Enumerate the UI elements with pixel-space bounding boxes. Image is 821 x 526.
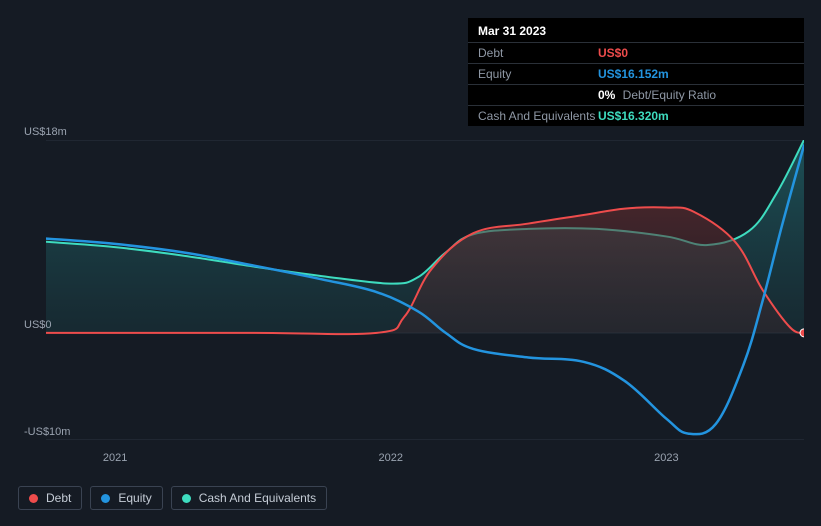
tooltip-row: 0% Debt/Equity Ratio [468,84,804,105]
x-axis-label: 2021 [103,452,127,464]
tooltip-rows: DebtUS$0EquityUS$16.152m0% Debt/Equity R… [468,42,804,126]
tooltip-row-label: Debt [478,46,598,60]
x-axis-label: 2023 [654,452,678,464]
legend-label: Debt [46,491,71,505]
y-axis-label: US$18m [24,126,67,138]
legend-item[interactable]: Equity [90,486,162,510]
legend-label: Cash And Equivalents [199,491,316,505]
tooltip-row: DebtUS$0 [468,42,804,63]
y-axis-label: US$0 [24,319,52,331]
y-axis-label: -US$10m [24,426,70,438]
tooltip-row-value: US$0 [598,46,628,60]
legend-label: Equity [118,491,151,505]
tooltip-row-extra: Debt/Equity Ratio [619,88,716,102]
x-axis-label: 2022 [379,452,403,464]
chart-tooltip: Mar 31 2023 DebtUS$0EquityUS$16.152m0% D… [468,18,804,126]
legend-item[interactable]: Debt [18,486,82,510]
legend-dot-icon [182,494,191,503]
legend-dot-icon [101,494,110,503]
tooltip-row-label: Equity [478,67,598,81]
legend-dot-icon [29,494,38,503]
chart-area: US$18m US$0 -US$10m 2021 2022 2023 [18,120,804,470]
tooltip-row: EquityUS$16.152m [468,63,804,84]
tooltip-row-value: US$16.152m [598,67,669,81]
legend-item[interactable]: Cash And Equivalents [171,486,327,510]
chart-legend: Debt Equity Cash And Equivalents [18,486,327,510]
chart-plot[interactable] [46,140,804,440]
tooltip-date: Mar 31 2023 [468,18,804,42]
tooltip-row-label [478,88,598,102]
tooltip-row-value: 0% Debt/Equity Ratio [598,88,716,102]
